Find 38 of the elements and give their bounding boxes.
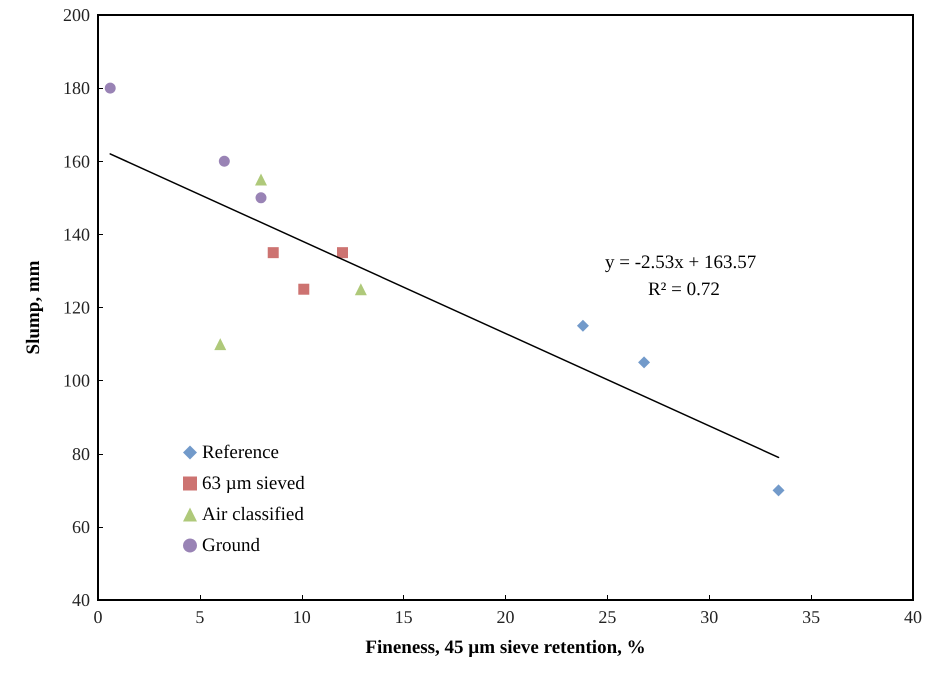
x-tick-label: 30 <box>700 607 718 627</box>
point <box>255 174 267 186</box>
annotation: y = -2.53x + 163.57 <box>605 252 756 273</box>
y-tick-label: 60 <box>72 516 90 537</box>
x-tick-label: 25 <box>598 607 616 627</box>
y-tick-label: 180 <box>63 78 90 98</box>
y-tick-label: 140 <box>63 224 90 244</box>
point <box>214 338 226 350</box>
y-axis-title: Slump, mm <box>23 260 44 354</box>
x-tick-label: 35 <box>802 607 820 627</box>
y-tick-label: 120 <box>63 298 90 318</box>
x-tick-label: 15 <box>394 607 413 627</box>
point <box>772 484 785 496</box>
x-tick-label: 20 <box>496 607 514 627</box>
y-tick-label: 200 <box>63 5 90 25</box>
y-tick-label: 100 <box>63 370 90 391</box>
y-tick-label: 80 <box>72 444 90 464</box>
x-tick-label: 10 <box>292 607 311 627</box>
legend-label: Ground <box>202 535 261 556</box>
point <box>354 283 367 296</box>
point <box>298 284 310 295</box>
point <box>256 192 266 204</box>
point <box>576 320 589 332</box>
annotation: R² = 0.72 <box>648 279 720 300</box>
x-tick-label: 5 <box>195 607 204 627</box>
legend-label: Reference <box>202 442 279 463</box>
point <box>337 247 348 258</box>
point <box>218 156 230 167</box>
legend-label: Air classified <box>202 504 304 525</box>
x-axis-title: Fineness, 45 µm sieve retention, % <box>365 637 646 658</box>
point <box>268 247 279 258</box>
y-tick-label: 160 <box>63 151 90 172</box>
x-tick-label: 40 <box>904 607 922 627</box>
point <box>638 356 650 368</box>
point <box>104 82 116 94</box>
x-tick-label: 0 <box>94 607 102 627</box>
legend-label: 63 µm sieved <box>202 473 306 494</box>
y-tick-label: 40 <box>72 590 90 610</box>
